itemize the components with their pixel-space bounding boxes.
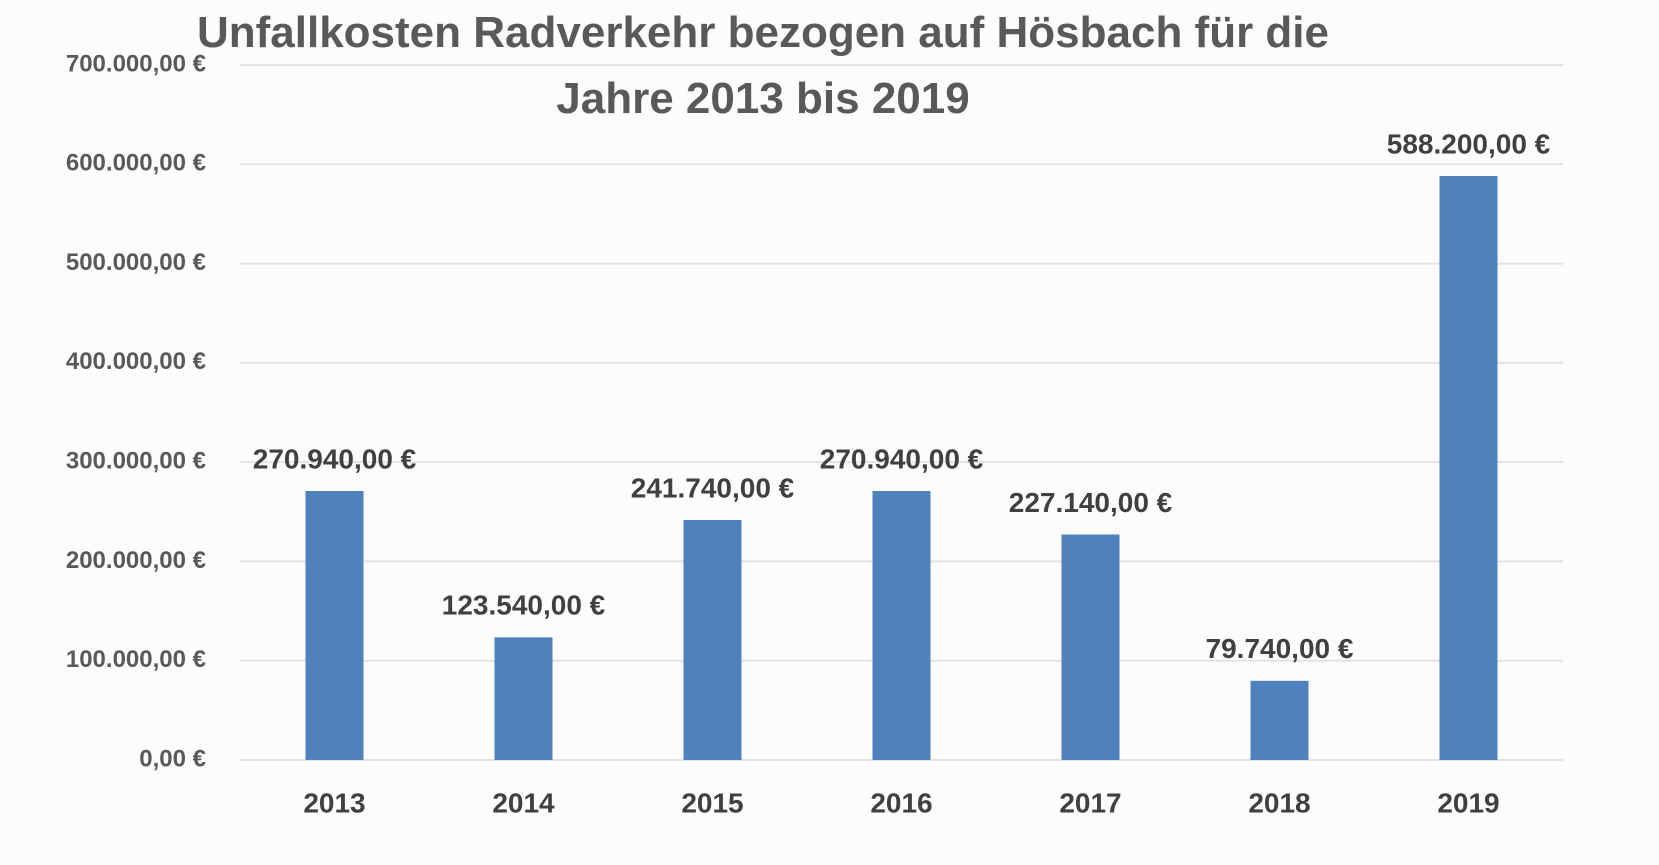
- value-label: 241.740,00 €: [631, 472, 795, 503]
- bar: [1439, 176, 1498, 760]
- value-label: 123.540,00 €: [442, 590, 606, 621]
- y-tick-label: 200.000,00 €: [66, 547, 206, 574]
- value-label: 270.940,00 €: [253, 443, 417, 474]
- bar: [1250, 680, 1309, 760]
- bar: [1061, 534, 1120, 760]
- value-label: 270.940,00 €: [820, 443, 984, 474]
- bar: [494, 637, 553, 760]
- y-tick-label: 400.000,00 €: [66, 348, 206, 375]
- x-tick-label: 2013: [303, 787, 365, 818]
- y-tick-label: 600.000,00 €: [66, 150, 206, 177]
- bar: [305, 490, 364, 760]
- x-tick-label: 2018: [1248, 787, 1310, 818]
- x-tick-label: 2017: [1059, 787, 1121, 818]
- chart-title: Unfallkosten Radverkehr bezogen auf Hösb…: [196, 8, 1329, 123]
- bar: [683, 519, 742, 760]
- x-tick-label: 2015: [681, 787, 743, 818]
- bar: [872, 490, 931, 760]
- y-tick-label: 100.000,00 €: [66, 646, 206, 673]
- y-tick-label: 300.000,00 €: [66, 447, 206, 474]
- value-label: 227.140,00 €: [1009, 487, 1173, 518]
- y-tick-label: 500.000,00 €: [66, 249, 206, 276]
- y-tick-label: 700.000,00 €: [66, 50, 206, 77]
- x-tick-label: 2014: [492, 787, 555, 818]
- x-tick-label: 2019: [1437, 787, 1499, 818]
- y-tick-label: 0,00 €: [139, 745, 206, 772]
- value-label: 588.200,00 €: [1387, 128, 1551, 159]
- x-tick-label: 2016: [870, 787, 932, 818]
- value-label: 79.740,00 €: [1206, 633, 1354, 664]
